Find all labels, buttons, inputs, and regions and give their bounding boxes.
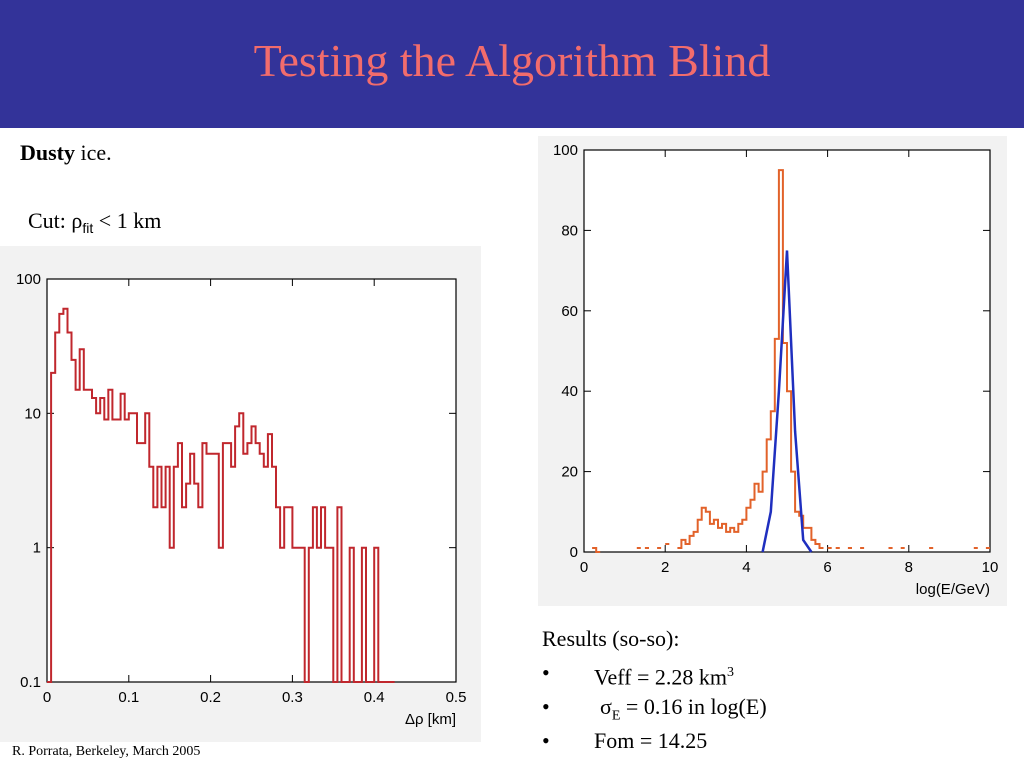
y-tick-label: 60: [561, 303, 578, 320]
x-tick-label: 4: [742, 559, 750, 576]
histogram-line: [592, 169, 990, 553]
veff-value: Veff = 2.28 km: [594, 664, 727, 690]
x-tick-label: 0.3: [282, 689, 303, 706]
y-tick-label: 100: [16, 271, 41, 288]
histogram-line: [47, 307, 395, 683]
cut-subscript: fit: [82, 220, 94, 236]
plot-frame: [46, 278, 457, 683]
y-tick-label: 1: [33, 540, 41, 557]
ice-note-rest: ice.: [75, 140, 112, 165]
cut-suffix: < 1 km: [93, 208, 162, 233]
y-tick-label: 0: [570, 544, 578, 561]
cut-symbol: ρ: [71, 208, 83, 233]
results-block: Results (so-so): • Veff = 2.28 km3 • σE …: [542, 622, 767, 758]
ice-note: Dusty ice.: [20, 140, 112, 166]
bullet-mark: •: [542, 660, 550, 685]
slide-title: Testing the Algorithm Blind: [253, 35, 771, 86]
result-item-sigma: • σE = 0.16 in log(E): [542, 690, 767, 724]
x-tick-label: 10: [982, 559, 999, 576]
y-tick-label: 0.1: [20, 674, 41, 691]
y-tick-label: 80: [561, 222, 578, 239]
x-tick-label: 0.1: [118, 689, 139, 706]
y-tick-label: 100: [553, 142, 578, 159]
y-tick-label: 20: [561, 464, 578, 481]
result-item-veff: • Veff = 2.28 km3: [542, 656, 734, 690]
bullet-mark: •: [542, 728, 550, 753]
y-tick-label: 40: [561, 383, 578, 400]
energy-chart: 0 2 4 6 8 10 0 20 40 60 80 100 log(E/GeV): [538, 136, 1007, 606]
x-axis-label: log(E/GeV): [916, 581, 990, 598]
x-tick-label: 2: [661, 559, 669, 576]
x-tick-label: 0: [43, 689, 51, 706]
x-tick-label: 6: [823, 559, 831, 576]
results-heading: Results (so-so):: [542, 626, 680, 651]
veff-superscript: 3: [727, 665, 734, 680]
result-veff-text: Veff = 2.28 km3: [594, 656, 734, 694]
sigma-value: = 0.16 in log(E): [620, 694, 767, 719]
x-axis-label: Δρ [km]: [405, 711, 456, 728]
fit-curve-line: [761, 250, 813, 553]
x-tick-label: 0.5: [446, 689, 467, 706]
x-tick-label: 0.4: [364, 689, 385, 706]
x-tick-label: 8: [905, 559, 913, 576]
sigma-subscript: E: [611, 708, 621, 724]
bullet-mark: •: [542, 694, 550, 719]
result-item-fom: • Fom = 14.25: [542, 724, 707, 758]
cut-prefix: Cut:: [28, 208, 72, 233]
footer-credit: R. Porrata, Berkeley, March 2005: [12, 744, 201, 759]
ice-note-bold: Dusty: [20, 140, 76, 165]
delta-rho-chart: 0 0.1 0.2 0.3 0.4 0.5 0.1 1 10 100 Δρ [km]: [0, 246, 481, 742]
sigma-symbol: σ: [600, 694, 612, 719]
x-tick-label: 0: [580, 559, 588, 576]
x-tick-label: 0.2: [200, 689, 221, 706]
title-bar: Testing the Algorithm Blind: [0, 0, 1024, 128]
result-fom-text: Fom = 14.25: [594, 728, 708, 753]
result-sigma-text: σE = 0.16 in log(E): [600, 690, 767, 733]
y-tick-label: 10: [24, 405, 41, 422]
cut-note: Cut: ρfit < 1 km: [28, 208, 162, 236]
